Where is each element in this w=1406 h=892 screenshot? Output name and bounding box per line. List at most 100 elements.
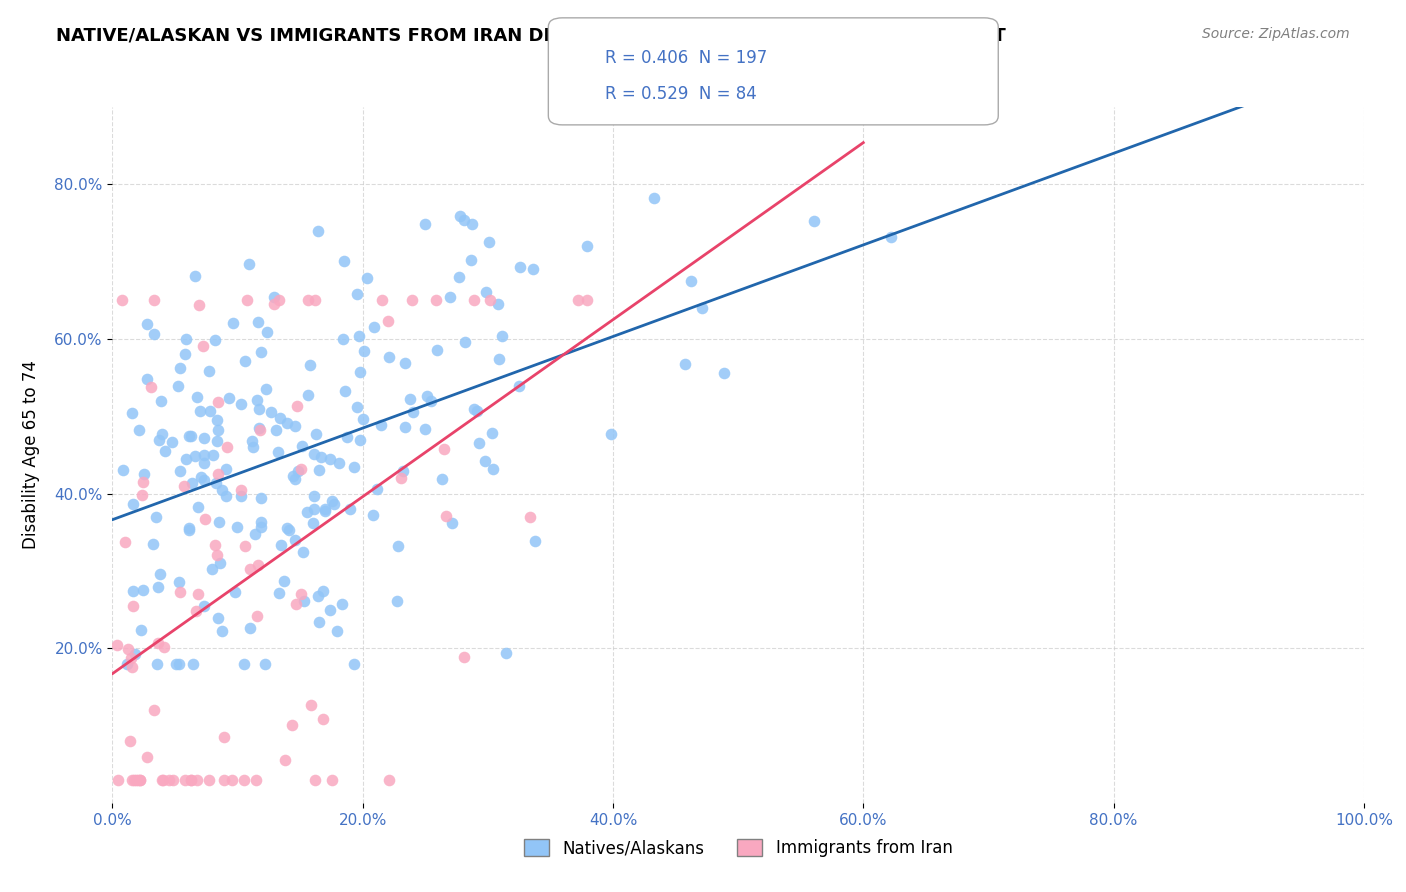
Point	[136, 317, 159, 331]
Point	[522, 261, 544, 276]
Text: NATIVE/ALASKAN VS IMMIGRANTS FROM IRAN DISABILITY AGE 65 TO 74 CORRELATION CHART: NATIVE/ALASKAN VS IMMIGRANTS FROM IRAN D…	[56, 27, 1005, 45]
Point	[302, 447, 325, 461]
Point	[336, 429, 359, 443]
Point	[416, 389, 439, 403]
Point	[301, 516, 323, 530]
Point	[305, 426, 328, 441]
Point	[304, 772, 326, 787]
Point	[385, 594, 408, 608]
Point	[474, 285, 496, 299]
Point	[132, 467, 155, 482]
Point	[207, 467, 229, 481]
Point	[281, 718, 304, 732]
Point	[173, 479, 195, 493]
Point	[211, 624, 233, 638]
Text: R = 0.406  N = 197: R = 0.406 N = 197	[605, 49, 766, 67]
Point	[167, 657, 190, 671]
Point	[131, 488, 153, 502]
Point	[181, 475, 204, 490]
Point	[267, 445, 290, 459]
Point	[249, 424, 271, 438]
Point	[378, 772, 401, 787]
Point	[222, 316, 245, 330]
Point	[371, 293, 394, 308]
Point	[325, 624, 347, 638]
Point	[419, 393, 441, 408]
Point	[307, 590, 329, 604]
Point	[599, 426, 621, 441]
Y-axis label: Disability Age 65 to 74: Disability Age 65 to 74	[22, 360, 41, 549]
Point	[187, 587, 209, 601]
Point	[482, 462, 505, 476]
Point	[239, 562, 262, 576]
Point	[285, 399, 308, 413]
Point	[377, 350, 399, 364]
Point	[160, 435, 183, 450]
Point	[447, 269, 470, 284]
Point	[318, 452, 340, 467]
Point	[394, 419, 416, 434]
Point	[177, 429, 200, 443]
Point	[235, 539, 257, 553]
Point	[803, 214, 825, 228]
Point	[247, 315, 270, 329]
Point	[302, 489, 325, 503]
Point	[167, 379, 190, 393]
Point	[132, 582, 155, 597]
Point	[243, 526, 266, 541]
Point	[121, 497, 143, 511]
Point	[193, 473, 215, 487]
Point	[247, 558, 270, 573]
Point	[323, 498, 346, 512]
Point	[314, 502, 336, 516]
Point	[121, 772, 143, 787]
Point	[107, 772, 129, 787]
Point	[115, 657, 138, 671]
Point	[250, 520, 273, 534]
Point	[304, 293, 326, 308]
Point	[449, 209, 471, 223]
Point	[460, 252, 482, 267]
Point	[215, 440, 238, 454]
Point	[180, 772, 202, 787]
Point	[105, 638, 128, 652]
Point	[333, 384, 356, 398]
Point	[207, 434, 229, 449]
Point	[150, 772, 173, 787]
Point	[347, 328, 370, 343]
Point	[238, 257, 260, 271]
Point	[453, 212, 475, 227]
Point	[207, 413, 229, 427]
Point	[142, 327, 165, 342]
Point	[169, 361, 191, 376]
Point	[401, 293, 423, 308]
Legend: Natives/Alaskans, Immigrants from Iran: Natives/Alaskans, Immigrants from Iran	[517, 832, 959, 864]
Point	[256, 325, 278, 339]
Point	[148, 580, 170, 594]
Point	[284, 419, 307, 434]
Point	[254, 383, 277, 397]
Point	[204, 333, 226, 347]
Point	[287, 465, 309, 479]
Text: Source: ZipAtlas.com: Source: ZipAtlas.com	[1202, 27, 1350, 41]
Point	[145, 509, 167, 524]
Point	[240, 434, 263, 449]
Point	[342, 657, 364, 671]
Point	[363, 320, 385, 334]
Point	[439, 290, 461, 304]
Point	[269, 293, 291, 308]
Point	[165, 657, 187, 671]
Point	[314, 504, 336, 518]
Point	[191, 339, 214, 353]
Point	[198, 404, 221, 418]
Point	[309, 450, 332, 464]
Point	[299, 698, 322, 712]
Point	[236, 293, 259, 308]
Point	[246, 392, 269, 407]
Point	[387, 540, 409, 554]
Point	[342, 459, 364, 474]
Point	[205, 549, 228, 563]
Point	[394, 356, 416, 370]
Point	[229, 483, 252, 497]
Point	[150, 426, 173, 441]
